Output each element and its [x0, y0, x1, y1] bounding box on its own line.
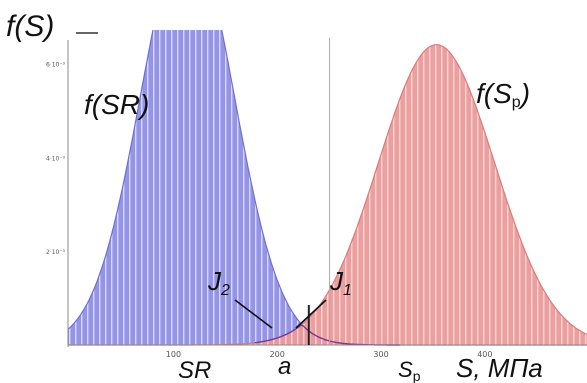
- y-tick-label: 2·10⁻³: [46, 249, 66, 256]
- y-axis-label: f(S): [6, 10, 54, 43]
- series-area-f-sp: [68, 44, 587, 345]
- series-label-f-sp-close: ): [518, 78, 530, 109]
- axis-marker-sp-main: S: [398, 357, 413, 382]
- x-tick-label: 300: [373, 350, 388, 359]
- y-tick-label: 6·10⁻³: [46, 61, 66, 68]
- x-axis-label: S, МПа: [456, 353, 543, 383]
- annotation-j1-sub: 1: [343, 282, 352, 299]
- annotation-j2-sub: 2: [220, 282, 230, 299]
- series-label-f-sr: f(SR): [84, 89, 149, 120]
- axis-marker-sr: SR: [178, 357, 211, 383]
- x-tick-label: 200: [270, 350, 285, 359]
- x-tick-label: 100: [166, 350, 181, 359]
- y-tick-label: 4·10⁻³: [46, 155, 66, 162]
- axis-marker-sp: Sp: [398, 357, 421, 383]
- annotation-j1-leader: [295, 299, 327, 329]
- annotation-j2: J2: [207, 266, 230, 299]
- series-area-f-sr: [68, 30, 587, 345]
- series-label-f-sp-main: f(S: [476, 78, 512, 109]
- annotation-j2-leader: [234, 299, 273, 329]
- annotation-j1: J1: [329, 266, 352, 299]
- axis-marker-sp-sub: p: [413, 368, 421, 383]
- x-tick-label: 400: [477, 350, 492, 359]
- annotation-j1-main: J: [329, 266, 344, 296]
- series-label-f-sp-sub: p: [512, 94, 521, 111]
- axis-marker-a: a: [278, 353, 291, 380]
- series-label-f-sp: f(Sp): [476, 78, 530, 111]
- annotation-j2-main: J: [207, 266, 222, 296]
